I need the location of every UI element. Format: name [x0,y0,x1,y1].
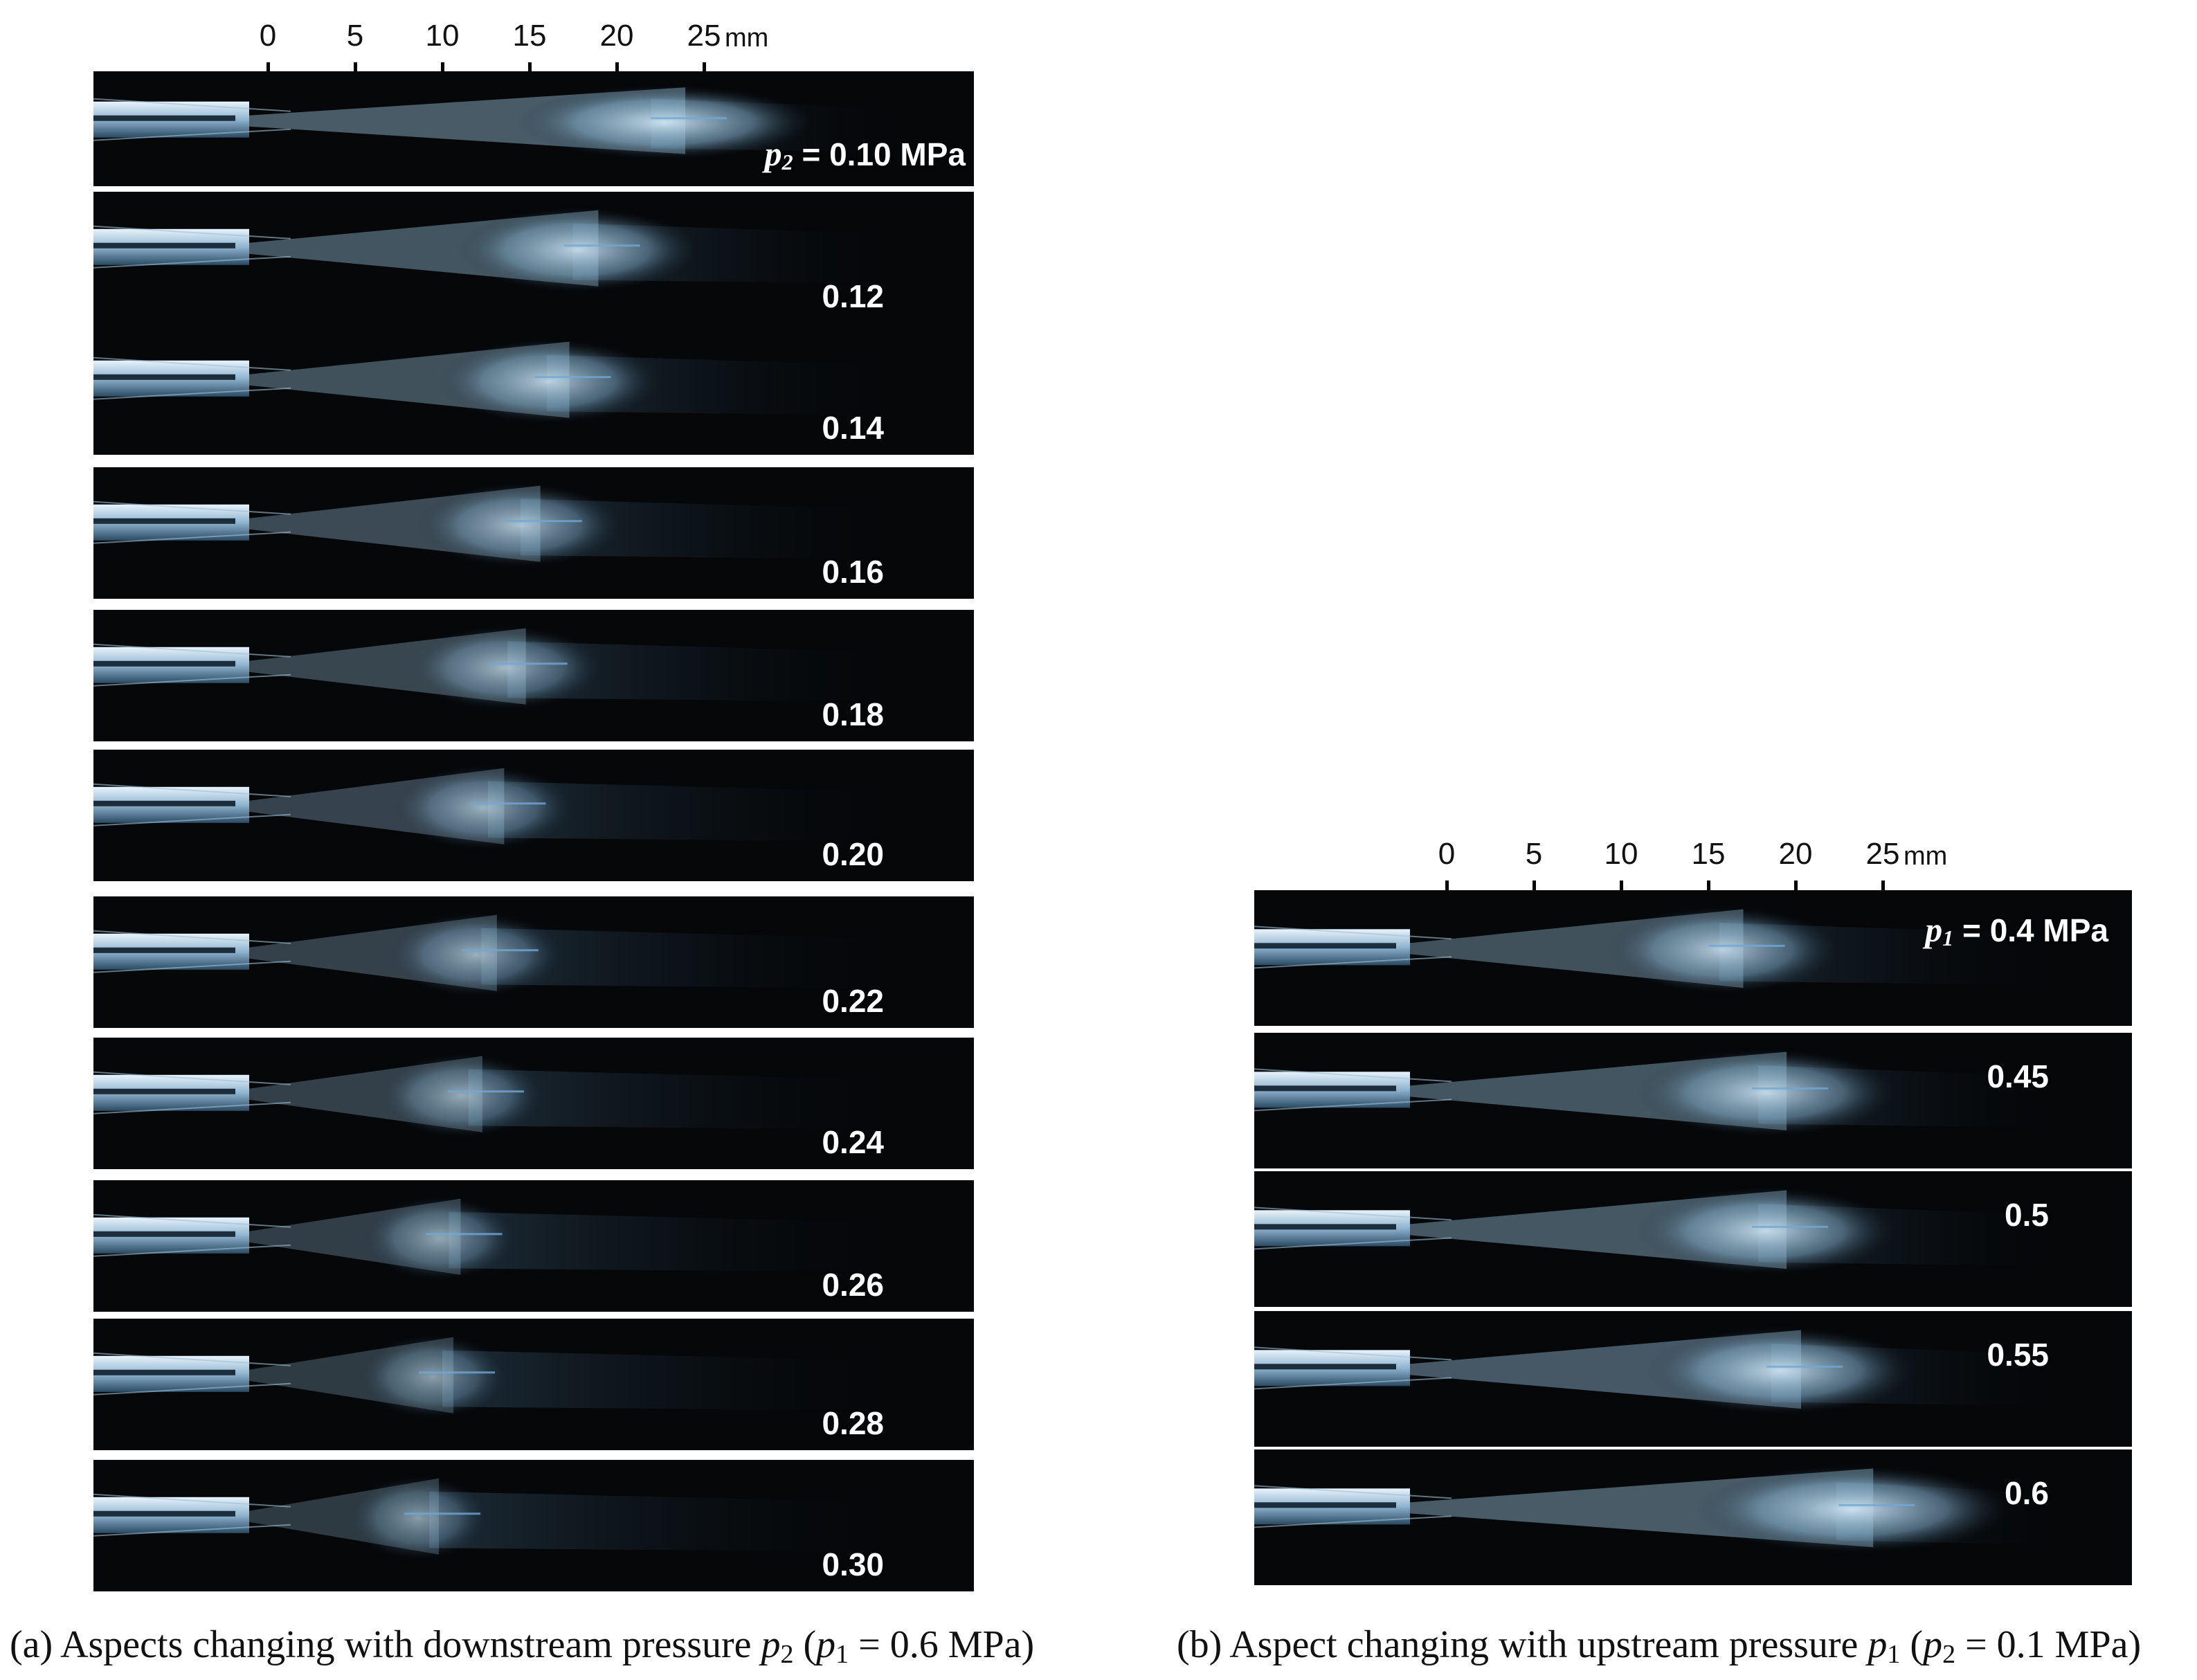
spray-photo [93,750,974,881]
spray-photo [93,610,974,741]
spray-photo [1254,1033,2132,1168]
pressure-label: 0.30 [822,1546,884,1582]
pressure-label: 0.18 [822,696,884,732]
scale-tick-label: 10 [425,19,460,53]
caption-b-subscript: 2 [1942,1640,1956,1669]
scale-unit: mm [1904,842,1948,871]
pressure-label: 0.16 [822,554,884,590]
spray-frame: 0.45 [1254,1033,2132,1168]
spray-frame: 0.16 [93,467,974,599]
spray-frame: 0.24 [93,1038,974,1169]
spray-frame: 0.5 [1254,1171,2132,1307]
spray-frame: 0.30 [93,1460,974,1591]
spray-frame: 0.28 [93,1319,974,1450]
spray-frame: p1 = 0.4 MPa [1254,890,2132,1026]
caption-a-prefix: (a) Aspects changing with downstream pre… [10,1623,761,1666]
scale-tick-label: 20 [599,19,634,53]
spray-photo [93,896,974,1028]
pressure-value: = 0.10 MPa [793,136,966,172]
scale-tick-label: 15 [512,19,547,53]
scale-tick-label: 0 [1438,837,1456,871]
pressure-symbol: p [764,134,782,173]
spray-photo [93,1460,974,1591]
pressure-value: = 0.4 MPa [1953,912,2108,948]
scale-tick-label: 15 [1691,837,1726,871]
pressure-label: 0.28 [822,1405,884,1441]
spray-frame: p2 = 0.10 MPa [93,71,974,186]
caption-a-symbol: p [816,1623,836,1666]
pressure-label: 0.55 [1987,1337,2049,1373]
pressure-label: 0.5 [2005,1197,2049,1233]
caption-a: (a) Aspects changing with downstream pre… [10,1623,1035,1669]
pressure-symbol: p [1925,910,1943,949]
spray-photo [93,71,974,186]
pressure-label: 0.22 [822,983,884,1019]
caption-a-subscript: 2 [780,1640,794,1669]
spray-photo [1254,1449,2132,1585]
scale-tick-label: 25 [1865,837,1900,871]
spray-frame: 0.12 [93,192,974,323]
pressure-label: 0.45 [1987,1058,2049,1094]
spray-photo [1254,890,2132,1026]
spray-frame: 0.20 [93,750,974,881]
pressure-label: 0.26 [822,1267,884,1303]
scale-tick-label: 0 [259,19,277,53]
panel-b-frames: p1 = 0.4 MPa 0.45 0.5 0.55 0.6 [1254,890,2132,1596]
scale-bar-a: 0 5 10 15 20 25 mm [260,19,769,97]
pressure-label: 0.20 [822,836,884,872]
pressure-subscript: 1 [1942,925,1954,950]
spray-frame: 0.26 [93,1180,974,1312]
spray-photo [93,1180,974,1312]
pressure-label: 0.24 [822,1124,884,1160]
scale-unit: mm [725,24,769,53]
caption-b-suffix: = 0.1 MPa) [1955,1623,2142,1666]
pressure-label: 0.6 [2005,1475,2049,1511]
spray-frame: 0.55 [1254,1311,2132,1447]
caption-a-subscript: 1 [835,1640,849,1669]
spray-photo [93,192,974,323]
spray-frame: 0.22 [93,896,974,1028]
caption-b-prefix: (b) Aspect changing with upstream pressu… [1177,1623,1868,1666]
spray-photo [93,1038,974,1169]
pressure-label: 0.14 [822,410,884,446]
spray-photo [93,1319,974,1450]
caption-b-subscript: 1 [1887,1640,1901,1669]
pressure-subscript: 2 [781,150,793,174]
scale-tick-label: 5 [346,19,364,53]
spray-frame: 0.18 [93,610,974,741]
spray-frame: 0.14 [93,323,974,455]
spray-frame: 0.6 [1254,1449,2132,1585]
caption-b-symbol: p [1868,1623,1888,1666]
caption-a-mid: ( [793,1623,817,1666]
scale-tick-label: 10 [1604,837,1638,871]
caption-b: (b) Aspect changing with upstream pressu… [1177,1623,2142,1669]
scale-tick-label: 25 [687,19,721,53]
scale-tick-label: 5 [1525,837,1543,871]
pressure-label: p1 = 0.4 MPa [1925,912,2108,954]
panel-a-frames: p2 = 0.10 MPa 0.12 0.14 0.16 0.18 0.20 0.22 0.2… [93,71,974,1594]
pressure-label: 0.12 [822,278,884,314]
caption-a-symbol: p [761,1623,781,1666]
spray-photo [93,467,974,599]
caption-b-mid: ( [1900,1623,1924,1666]
scale-tick-label: 20 [1778,837,1813,871]
spray-photo [1254,1311,2132,1447]
caption-a-suffix: = 0.6 MPa) [849,1623,1035,1666]
pressure-label: p2 = 0.10 MPa [765,136,966,178]
spray-photo [1254,1171,2132,1307]
caption-b-symbol: p [1923,1623,1943,1666]
spray-photo [93,323,974,455]
